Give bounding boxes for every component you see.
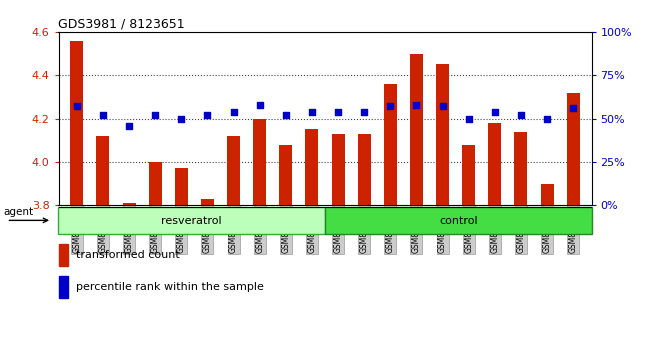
Point bbox=[124, 123, 135, 129]
Point bbox=[228, 109, 239, 114]
Text: percentile rank within the sample: percentile rank within the sample bbox=[76, 282, 264, 292]
Point bbox=[489, 109, 500, 114]
Bar bbox=[70, 41, 83, 205]
Point bbox=[411, 102, 422, 108]
Bar bbox=[462, 144, 475, 205]
Bar bbox=[514, 132, 528, 205]
Bar bbox=[149, 162, 162, 205]
Text: GDS3981 / 8123651: GDS3981 / 8123651 bbox=[58, 18, 185, 31]
Point bbox=[202, 112, 213, 118]
Point bbox=[542, 116, 552, 121]
Bar bbox=[541, 184, 554, 205]
Bar bbox=[410, 53, 423, 205]
Text: transformed count: transformed count bbox=[76, 250, 180, 261]
Point bbox=[463, 116, 474, 121]
Point bbox=[437, 104, 448, 109]
Bar bbox=[358, 134, 370, 205]
Bar bbox=[58, 276, 68, 298]
Point bbox=[150, 112, 161, 118]
Bar bbox=[306, 130, 318, 205]
Bar bbox=[122, 203, 136, 205]
Point bbox=[255, 102, 265, 108]
Point bbox=[307, 109, 317, 114]
Bar bbox=[384, 84, 397, 205]
Point bbox=[359, 109, 369, 114]
Point bbox=[281, 112, 291, 118]
Bar bbox=[567, 92, 580, 205]
Point bbox=[385, 104, 395, 109]
Bar bbox=[280, 144, 292, 205]
Bar bbox=[175, 169, 188, 205]
Text: control: control bbox=[439, 216, 478, 226]
Bar bbox=[58, 244, 68, 266]
Point bbox=[72, 104, 82, 109]
Bar bbox=[227, 136, 240, 205]
Point bbox=[98, 112, 108, 118]
Text: resveratrol: resveratrol bbox=[161, 216, 222, 226]
Bar bbox=[332, 134, 344, 205]
Text: agent: agent bbox=[3, 207, 33, 217]
Bar bbox=[96, 136, 109, 205]
FancyBboxPatch shape bbox=[58, 207, 325, 234]
Bar bbox=[253, 119, 266, 205]
Bar bbox=[488, 123, 501, 205]
Point bbox=[333, 109, 343, 114]
Bar bbox=[201, 199, 214, 205]
Point bbox=[515, 112, 526, 118]
FancyBboxPatch shape bbox=[325, 207, 592, 234]
Point bbox=[568, 105, 578, 111]
Point bbox=[176, 116, 187, 121]
Bar bbox=[436, 64, 449, 205]
